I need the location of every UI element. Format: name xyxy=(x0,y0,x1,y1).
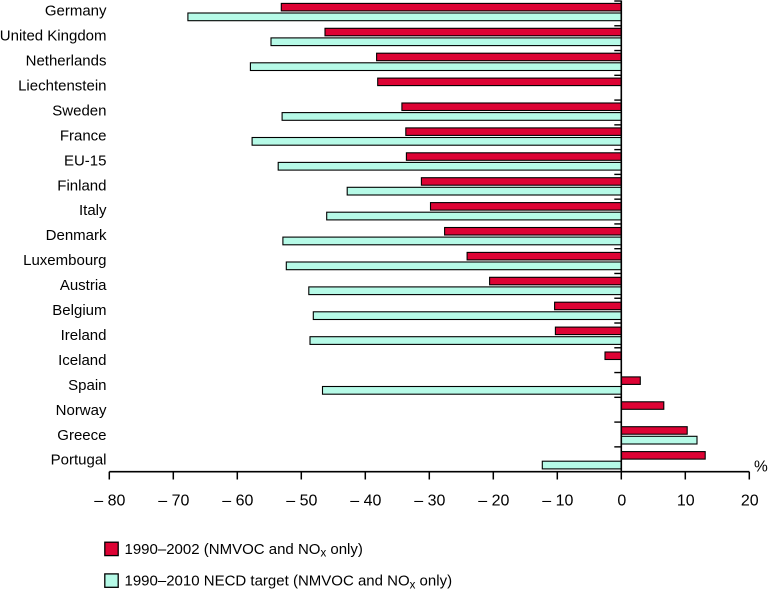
svg-text:10: 10 xyxy=(677,492,695,509)
svg-text:– 20: – 20 xyxy=(478,492,509,509)
svg-text:%: % xyxy=(754,458,768,475)
svg-text:Sweden: Sweden xyxy=(52,102,106,119)
svg-text:Austria: Austria xyxy=(60,277,107,294)
svg-text:Iceland: Iceland xyxy=(58,352,106,369)
svg-text:– 50: – 50 xyxy=(286,492,317,509)
svg-text:Portugal: Portugal xyxy=(51,452,107,469)
svg-text:Greece: Greece xyxy=(57,427,106,444)
svg-text:– 10: – 10 xyxy=(542,492,573,509)
svg-text:– 30: – 30 xyxy=(414,492,445,509)
svg-text:Liechtenstein: Liechtenstein xyxy=(18,77,106,94)
svg-text:0: 0 xyxy=(617,492,626,509)
svg-text:Germany: Germany xyxy=(45,3,107,20)
svg-text:1990–2002 (NMVOC and NOx only): 1990–2002 (NMVOC and NOx only) xyxy=(125,541,363,560)
svg-text:United Kingdom: United Kingdom xyxy=(0,28,107,45)
svg-text:– 70: – 70 xyxy=(158,492,189,509)
svg-text:France: France xyxy=(60,127,107,144)
svg-text:– 80: – 80 xyxy=(94,492,125,509)
svg-text:– 40: – 40 xyxy=(350,492,381,509)
svg-text:Spain: Spain xyxy=(68,377,106,394)
svg-text:20: 20 xyxy=(741,492,759,509)
svg-text:EU-15: EU-15 xyxy=(64,152,107,169)
svg-text:Finland: Finland xyxy=(57,177,106,194)
svg-text:Italy: Italy xyxy=(79,202,107,219)
svg-text:Belgium: Belgium xyxy=(52,302,106,319)
svg-text:Netherlands: Netherlands xyxy=(26,53,107,70)
svg-text:1990–2010 NECD target (NMVOC a: 1990–2010 NECD target (NMVOC and NOx onl… xyxy=(125,573,453,592)
svg-text:– 60: – 60 xyxy=(222,492,253,509)
svg-text:Norway: Norway xyxy=(56,402,107,419)
svg-text:Luxembourg: Luxembourg xyxy=(23,252,106,269)
svg-text:Denmark: Denmark xyxy=(46,227,107,244)
svg-text:Ireland: Ireland xyxy=(61,327,107,344)
